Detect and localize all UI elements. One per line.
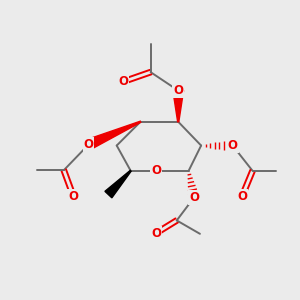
Polygon shape	[105, 170, 131, 198]
Polygon shape	[86, 121, 141, 149]
Text: O: O	[118, 75, 128, 88]
Text: O: O	[68, 190, 78, 202]
Text: O: O	[173, 84, 183, 97]
Text: O: O	[151, 227, 161, 240]
Text: O: O	[237, 190, 247, 202]
Text: O: O	[83, 138, 94, 151]
Text: O: O	[151, 164, 161, 177]
Text: O: O	[189, 191, 199, 204]
Polygon shape	[173, 91, 184, 122]
Text: O: O	[228, 139, 238, 152]
